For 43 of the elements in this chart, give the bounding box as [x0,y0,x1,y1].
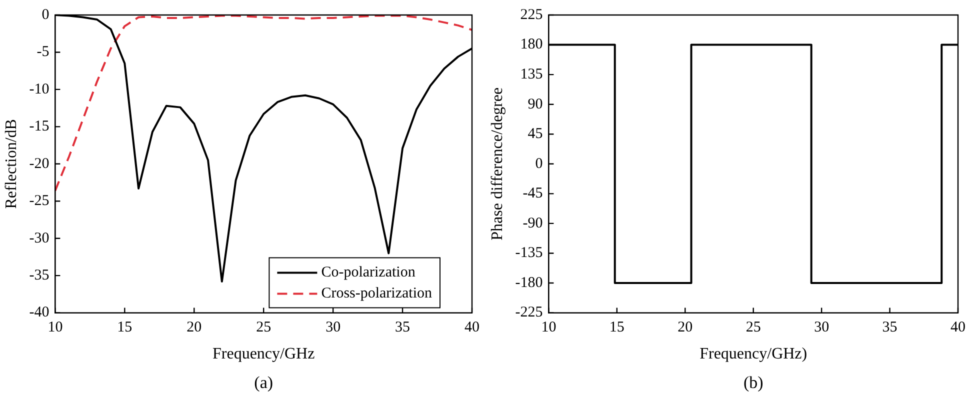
x-tick-label: 35 [882,320,898,336]
line-series [55,15,472,192]
x-tick-label: 30 [814,320,830,336]
x-tick-label: 40 [464,320,480,336]
y-axis-title: Phase difference/degree [488,87,506,240]
x-tick-label: 30 [326,320,341,336]
x-tick-label: 25 [256,320,272,336]
x-axis-title: Frequency/GHz) [700,346,808,363]
x-tick-label: 10 [541,320,556,336]
y-tick-label: 135 [520,66,543,82]
x-tick-label: 40 [950,320,966,336]
y-tick-label: -35 [29,268,50,284]
y-tick-label: -40 [29,304,50,321]
y-tick-label: 225 [520,6,543,23]
text: (b) [743,373,764,392]
legend-label: Cross-polarization [321,286,432,302]
y-tick-label: 45 [528,126,543,142]
x-axis-title: Frequency/GHz [212,346,315,363]
x-tick-label: 20 [186,320,202,336]
y-tick-label: 180 [520,36,543,53]
legend-label: Co-polarization [321,264,416,281]
y-tick-label: 90 [528,96,543,112]
y-tick-label: 0 [42,6,50,23]
y-tick-label: -10 [29,81,50,98]
y-tick-label: 0 [535,156,543,172]
x-tick-label: 15 [609,320,624,336]
y-tick-label: -135 [515,245,543,262]
y-tick-label: -20 [29,156,50,172]
y-tick-label: -15 [29,118,50,135]
y-tick-label: -30 [29,230,50,246]
x-tick-label: 35 [395,320,410,336]
x-tick-label: 20 [678,320,693,336]
x-tick-label: 15 [117,320,132,336]
x-tick-label: 25 [746,320,761,336]
y-tick-label: -225 [515,304,543,321]
text: (a) [254,373,274,392]
y-tick-label: -180 [515,274,543,291]
x-tick-label: 10 [48,320,63,336]
y-axis-title: Reflection/dB [2,119,20,209]
y-tick-label: -25 [29,193,50,210]
y-tick-label: -5 [36,44,50,60]
y-tick-label: -45 [522,186,543,202]
y-tick-label: -90 [522,215,543,232]
